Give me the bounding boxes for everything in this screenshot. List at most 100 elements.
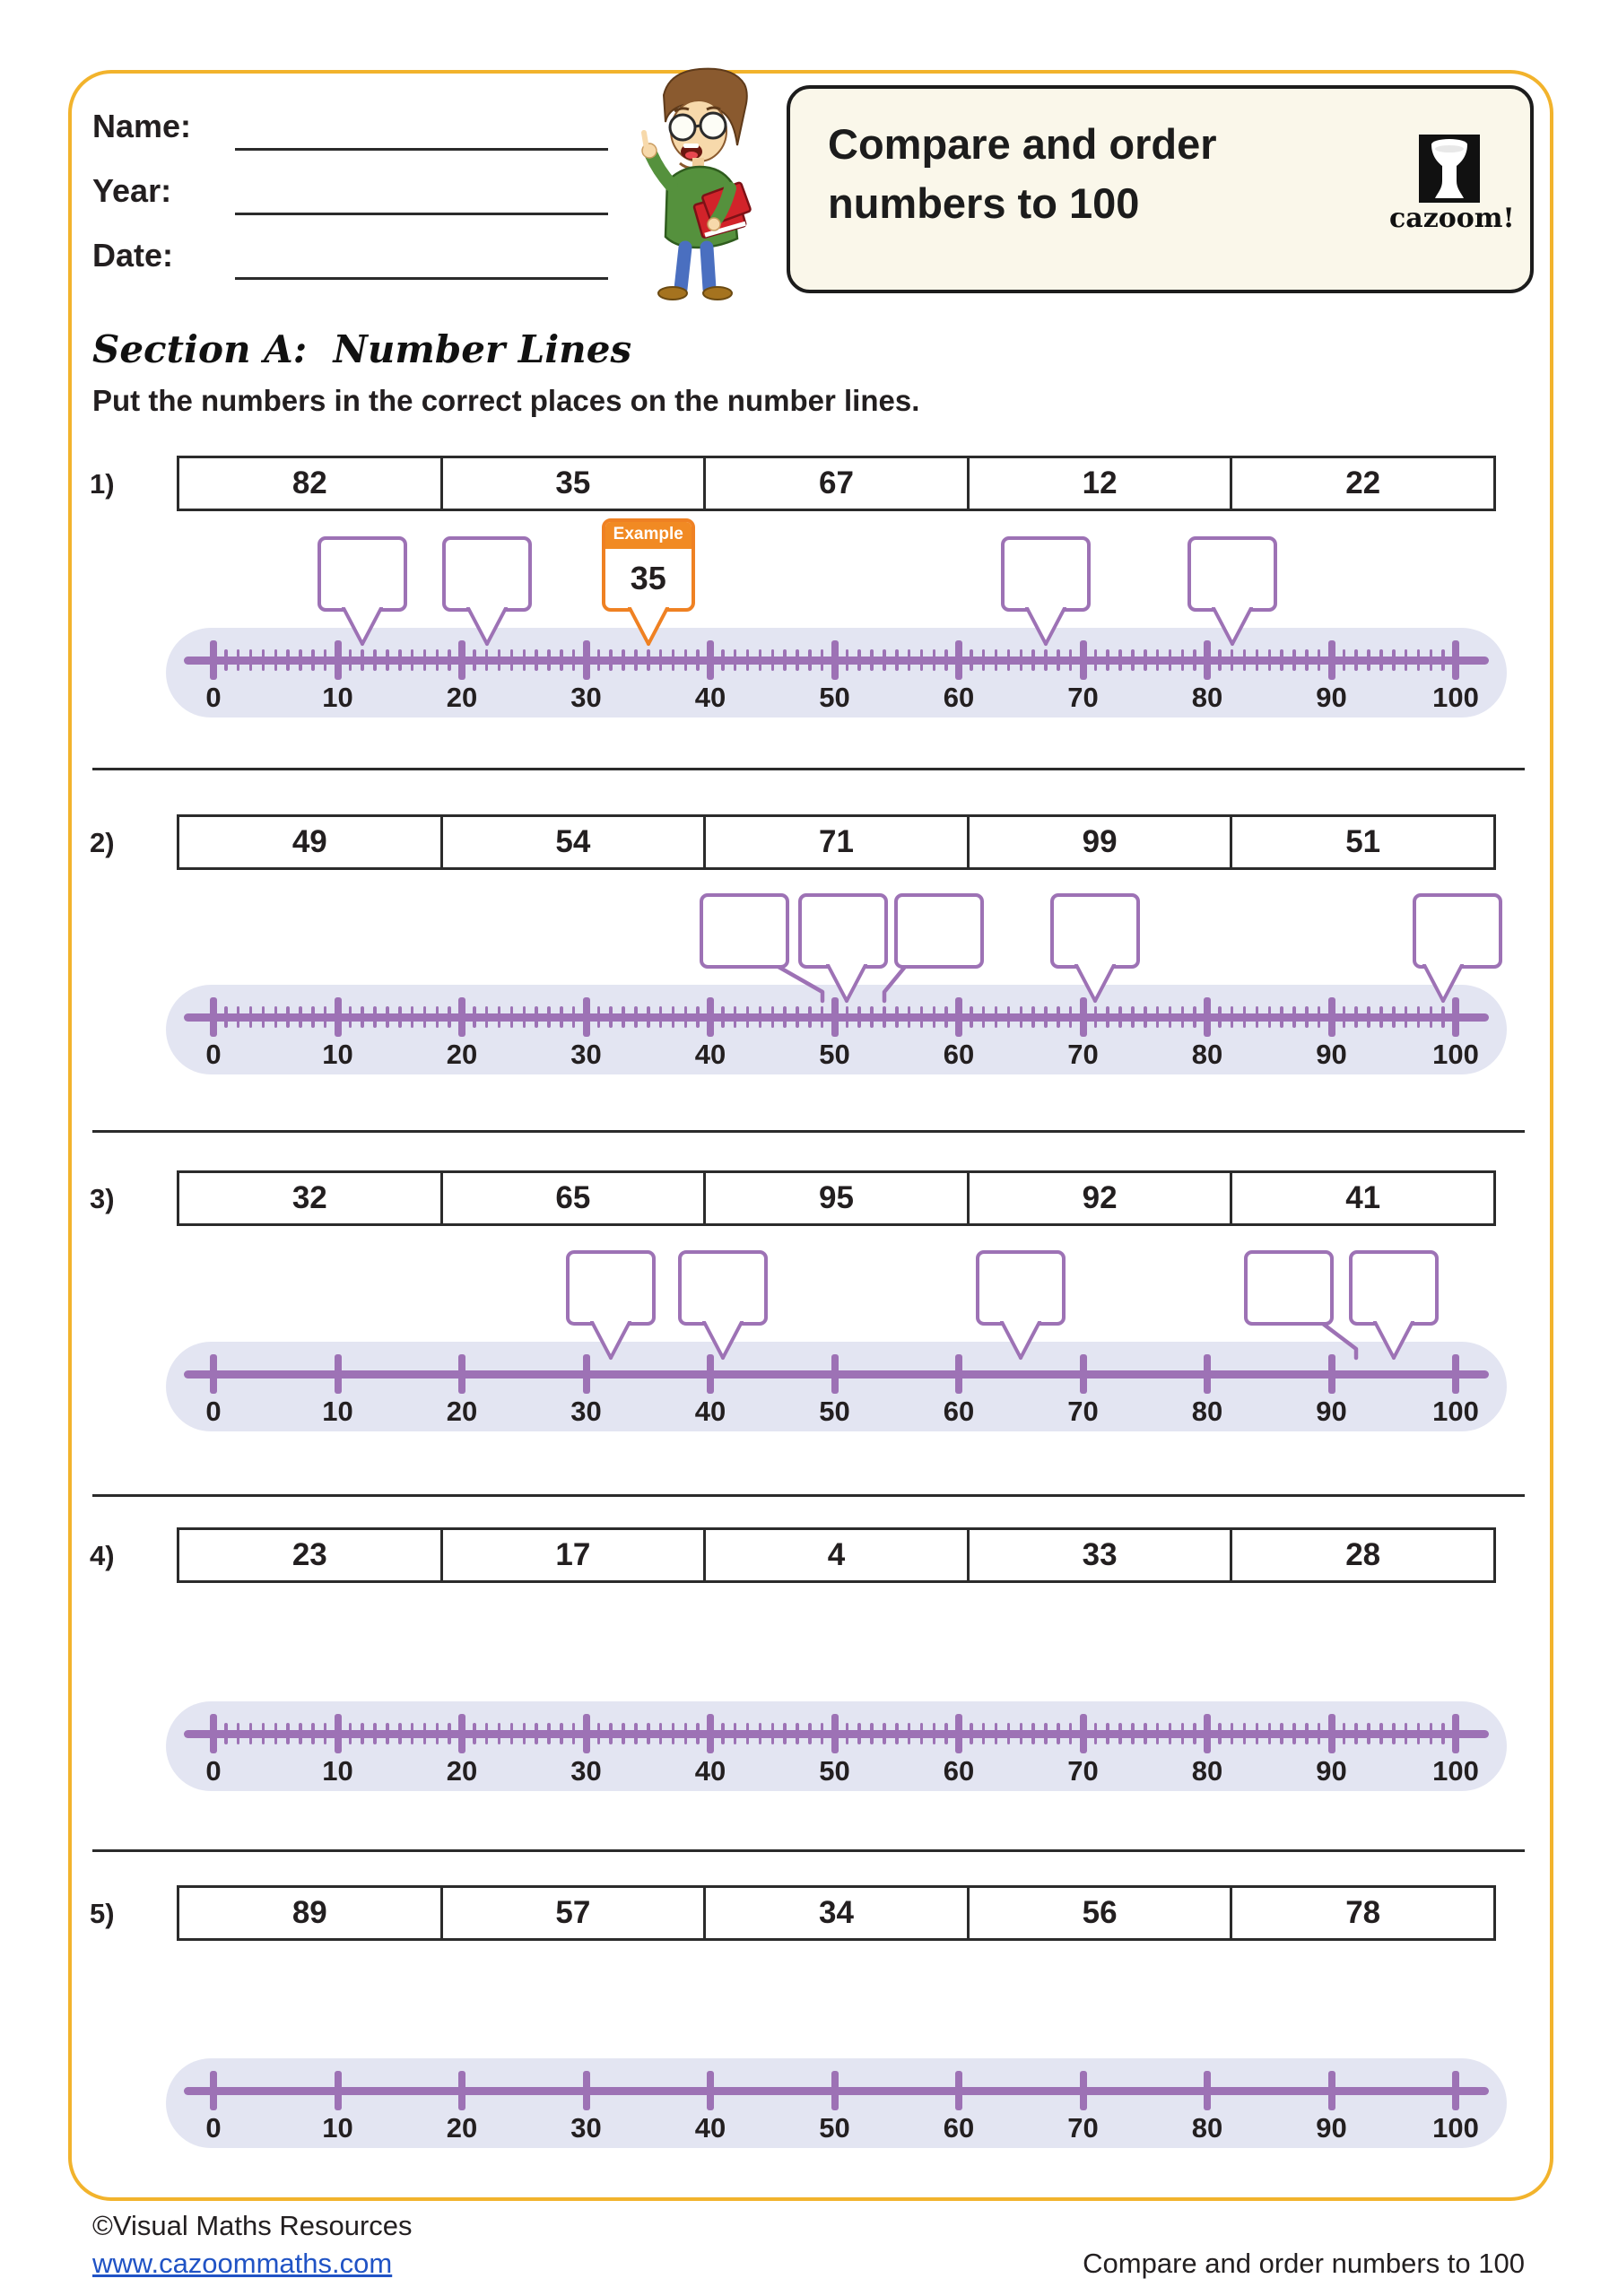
minor-tick (1367, 1006, 1370, 1028)
answer-callout[interactable] (318, 536, 408, 612)
number-line: 0 10 20 30 40 50 60 70 80 90 100 (166, 985, 1507, 1074)
number-cell: 33 (966, 1530, 1231, 1580)
number-table: 23 17 4 33 28 (177, 1527, 1496, 1583)
tick-label: 50 (819, 682, 850, 713)
minor-tick (348, 1006, 352, 1028)
answer-callout[interactable] (1348, 1250, 1439, 1326)
answer-callout[interactable] (893, 893, 984, 969)
minor-tick (907, 1723, 911, 1744)
major-tick (831, 1354, 839, 1394)
answer-callout[interactable] (1050, 893, 1141, 969)
minor-tick (1280, 649, 1283, 671)
minor-tick (1255, 649, 1259, 671)
major-tick (1327, 1354, 1335, 1394)
minor-tick (422, 1723, 427, 1744)
minor-tick (745, 1723, 750, 1744)
minor-tick (509, 649, 514, 671)
number-cell: 95 (703, 1173, 967, 1223)
minor-tick (1218, 1723, 1222, 1744)
minor-tick (944, 1006, 948, 1028)
minor-tick (261, 649, 265, 671)
answer-callout[interactable] (441, 536, 532, 612)
minor-tick (721, 649, 725, 671)
minor-tick (1429, 1723, 1433, 1744)
minor-tick (386, 1006, 389, 1028)
minor-tick (1218, 649, 1222, 671)
minor-tick (286, 1723, 290, 1744)
minor-tick (484, 1006, 489, 1028)
minor-tick (348, 1723, 352, 1744)
answer-callout[interactable] (976, 1250, 1066, 1326)
minor-tick (1093, 1723, 1098, 1744)
section-heading: Section A: Number Lines (92, 327, 632, 371)
answer-callout[interactable] (1413, 893, 1503, 969)
minor-tick (895, 649, 899, 671)
minor-tick (1354, 649, 1358, 671)
minor-tick (970, 649, 973, 671)
minor-tick (1155, 1006, 1160, 1028)
answer-callout[interactable] (566, 1250, 657, 1326)
major-tick (1079, 1714, 1087, 1753)
minor-tick (1441, 649, 1445, 671)
answer-callout[interactable] (1000, 536, 1091, 612)
answer-callout[interactable] (677, 1250, 768, 1326)
minor-tick (994, 649, 998, 671)
minor-tick (248, 1006, 253, 1028)
tick-label: 20 (446, 1396, 478, 1427)
minor-tick (323, 1723, 327, 1744)
minor-tick (1006, 649, 1011, 671)
minor-tick (883, 649, 886, 671)
major-tick (707, 2071, 714, 2110)
minor-tick (820, 649, 824, 671)
answer-callout[interactable] (798, 893, 889, 969)
tick-label: 90 (1316, 1039, 1347, 1070)
minor-tick (1057, 1723, 1060, 1744)
tick-label: 20 (446, 682, 478, 713)
answer-callout[interactable] (699, 893, 789, 969)
minor-tick (1168, 1723, 1172, 1744)
minor-tick (473, 1006, 476, 1028)
major-tick (831, 2071, 839, 2110)
callout-pointer (826, 964, 868, 1003)
minor-tick (683, 649, 688, 671)
minor-tick (1305, 1006, 1309, 1028)
minor-tick (1404, 649, 1408, 671)
minor-tick (274, 1723, 277, 1744)
major-tick (955, 997, 962, 1037)
minor-tick (373, 649, 377, 671)
date-line[interactable] (235, 277, 608, 280)
name-line[interactable] (235, 148, 608, 151)
minor-tick (1379, 1006, 1383, 1028)
tick-label: 100 (1432, 1039, 1479, 1070)
footer-link[interactable]: www.cazoommaths.com (92, 2248, 393, 2279)
tick-label: 10 (322, 1755, 353, 1787)
answer-callout[interactable] (1187, 536, 1277, 612)
major-tick (334, 2071, 342, 2110)
teacher-illustration (641, 67, 752, 300)
tick-label: 70 (1067, 2112, 1099, 2144)
number-cell: 51 (1230, 817, 1493, 867)
minor-tick (1280, 1723, 1283, 1744)
minor-tick (845, 1723, 849, 1744)
minor-tick (1404, 1723, 1408, 1744)
minor-tick (435, 1723, 439, 1744)
year-line[interactable] (235, 213, 608, 215)
minor-tick (1118, 649, 1122, 671)
tick-label: 90 (1316, 682, 1347, 713)
minor-tick (236, 1723, 240, 1744)
tick-label: 90 (1316, 2112, 1347, 2144)
callout-pointer (1422, 964, 1465, 1003)
callout-pointer (776, 965, 824, 1004)
minor-tick (932, 649, 936, 671)
page-border (68, 70, 1553, 2201)
minor-tick (658, 649, 663, 671)
answer-callout[interactable] (1244, 1250, 1335, 1326)
major-tick (1079, 640, 1087, 680)
minor-tick (398, 1006, 402, 1028)
callout-pointer (342, 607, 384, 646)
major-tick (1327, 997, 1335, 1037)
major-tick (210, 1354, 217, 1394)
minor-tick (808, 1006, 812, 1028)
minor-tick (1044, 1006, 1048, 1028)
number-cell: 17 (439, 1530, 704, 1580)
